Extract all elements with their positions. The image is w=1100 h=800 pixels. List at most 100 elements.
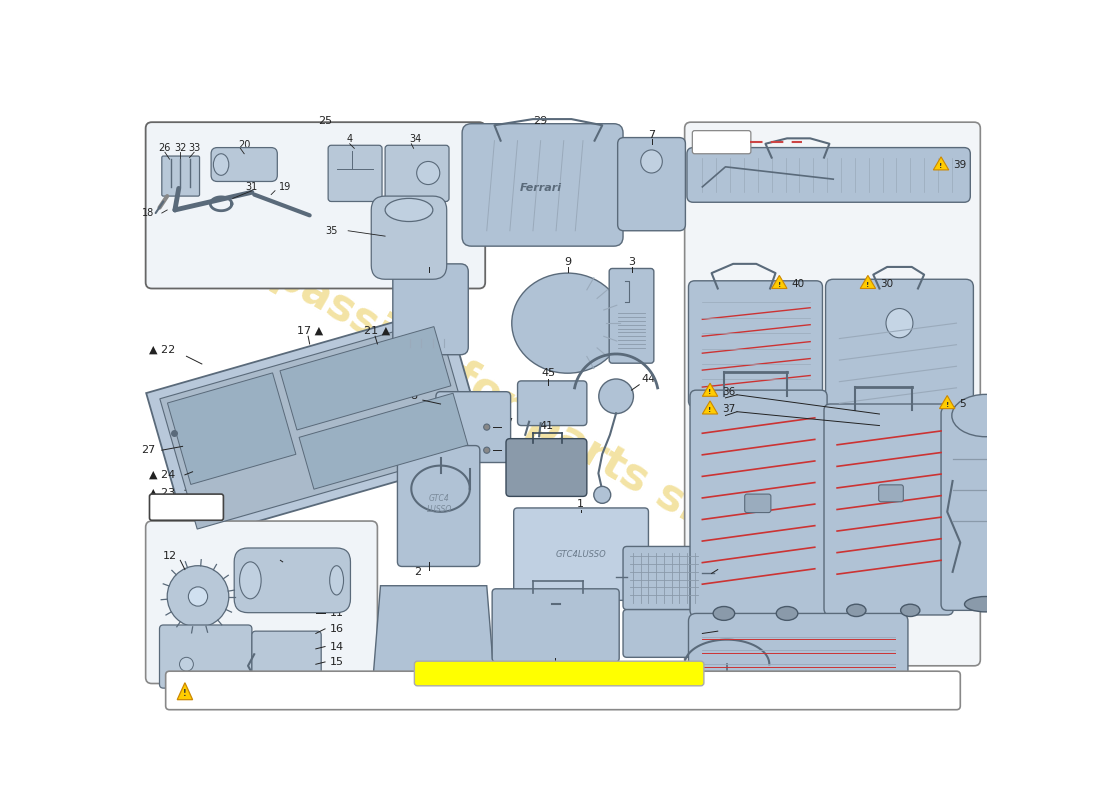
FancyBboxPatch shape xyxy=(684,122,980,666)
Polygon shape xyxy=(373,586,495,682)
Ellipse shape xyxy=(713,691,736,705)
FancyBboxPatch shape xyxy=(234,548,351,613)
FancyBboxPatch shape xyxy=(393,264,469,354)
FancyBboxPatch shape xyxy=(415,661,704,686)
Text: 4: 4 xyxy=(346,134,353,144)
Text: 39: 39 xyxy=(954,160,967,170)
Ellipse shape xyxy=(847,604,866,617)
FancyBboxPatch shape xyxy=(879,485,903,502)
FancyBboxPatch shape xyxy=(689,281,823,407)
FancyBboxPatch shape xyxy=(692,130,751,154)
Polygon shape xyxy=(280,326,451,430)
FancyBboxPatch shape xyxy=(252,631,321,685)
Text: 8: 8 xyxy=(410,391,417,402)
Text: 12: 12 xyxy=(163,551,177,562)
Ellipse shape xyxy=(484,424,490,430)
FancyBboxPatch shape xyxy=(686,147,970,202)
Polygon shape xyxy=(160,319,475,529)
Text: 36: 36 xyxy=(723,386,736,397)
FancyBboxPatch shape xyxy=(825,279,974,437)
Ellipse shape xyxy=(385,198,433,222)
Ellipse shape xyxy=(886,309,913,338)
Text: 3D passion for parts since 1985: 3D passion for parts since 1985 xyxy=(194,210,903,645)
Text: 2: 2 xyxy=(414,567,421,577)
Text: 19: 19 xyxy=(279,182,292,192)
FancyBboxPatch shape xyxy=(211,147,277,182)
Ellipse shape xyxy=(594,486,610,503)
Text: - Optional -: - Optional - xyxy=(227,682,288,692)
Polygon shape xyxy=(939,395,955,409)
Text: ▲ 23: ▲ 23 xyxy=(148,487,175,498)
Ellipse shape xyxy=(768,691,791,705)
Ellipse shape xyxy=(713,606,735,620)
Ellipse shape xyxy=(417,162,440,185)
Text: STIC: STIC xyxy=(708,138,735,147)
FancyBboxPatch shape xyxy=(942,407,1031,610)
Polygon shape xyxy=(703,401,717,414)
FancyBboxPatch shape xyxy=(372,196,447,279)
Ellipse shape xyxy=(167,566,229,627)
Ellipse shape xyxy=(512,273,624,373)
Text: !: ! xyxy=(778,282,781,288)
Text: 30: 30 xyxy=(880,279,893,289)
Text: 16: 16 xyxy=(330,624,343,634)
FancyBboxPatch shape xyxy=(517,381,587,426)
FancyBboxPatch shape xyxy=(166,671,960,710)
Text: 11: 11 xyxy=(330,609,343,618)
FancyBboxPatch shape xyxy=(506,438,587,496)
FancyBboxPatch shape xyxy=(623,610,706,658)
FancyBboxPatch shape xyxy=(492,589,619,662)
Text: 42: 42 xyxy=(717,622,732,632)
Polygon shape xyxy=(299,394,468,489)
Text: 21 ▲: 21 ▲ xyxy=(364,326,390,336)
Text: !: ! xyxy=(183,689,187,698)
Ellipse shape xyxy=(640,150,662,173)
Ellipse shape xyxy=(240,562,261,599)
Text: ▲ = 38: ▲ = 38 xyxy=(168,502,205,512)
FancyBboxPatch shape xyxy=(824,404,954,615)
FancyBboxPatch shape xyxy=(618,138,685,230)
Polygon shape xyxy=(703,383,717,396)
Text: 34: 34 xyxy=(410,134,422,144)
Ellipse shape xyxy=(598,379,634,414)
FancyBboxPatch shape xyxy=(745,494,771,513)
Polygon shape xyxy=(177,682,192,700)
Text: ▲ 24: ▲ 24 xyxy=(148,470,175,480)
Text: 29: 29 xyxy=(534,116,548,126)
Ellipse shape xyxy=(952,394,1020,437)
Ellipse shape xyxy=(484,447,490,454)
Text: 20: 20 xyxy=(238,140,251,150)
Polygon shape xyxy=(933,157,948,170)
Ellipse shape xyxy=(179,658,194,671)
Text: 31: 31 xyxy=(245,182,258,192)
Ellipse shape xyxy=(188,587,208,606)
Text: ATTENZIONE! - ATTENTION!: ATTENZIONE! - ATTENTION! xyxy=(468,667,650,680)
Polygon shape xyxy=(772,275,788,289)
FancyBboxPatch shape xyxy=(397,446,480,566)
Text: 17 ▲: 17 ▲ xyxy=(297,326,322,336)
FancyBboxPatch shape xyxy=(385,146,449,202)
Polygon shape xyxy=(146,307,488,541)
Text: 37: 37 xyxy=(723,404,736,414)
FancyBboxPatch shape xyxy=(150,494,223,520)
Text: 6: 6 xyxy=(431,690,438,700)
FancyBboxPatch shape xyxy=(145,122,485,289)
Text: 27: 27 xyxy=(141,445,155,455)
Text: 1: 1 xyxy=(578,499,584,509)
Text: 3: 3 xyxy=(628,257,635,266)
Ellipse shape xyxy=(965,597,1007,612)
Text: 26: 26 xyxy=(158,143,172,154)
FancyBboxPatch shape xyxy=(436,392,510,462)
Text: !: ! xyxy=(708,390,712,395)
FancyBboxPatch shape xyxy=(514,508,649,600)
FancyBboxPatch shape xyxy=(609,269,653,363)
Text: 7: 7 xyxy=(648,130,656,139)
FancyBboxPatch shape xyxy=(145,521,377,683)
Text: 10: 10 xyxy=(548,665,561,674)
FancyBboxPatch shape xyxy=(162,156,199,196)
Ellipse shape xyxy=(901,604,920,617)
Text: 40: 40 xyxy=(792,279,805,289)
Text: Ferrari: Ferrari xyxy=(519,183,562,194)
Text: 5: 5 xyxy=(959,399,966,409)
Text: !: ! xyxy=(939,163,943,169)
